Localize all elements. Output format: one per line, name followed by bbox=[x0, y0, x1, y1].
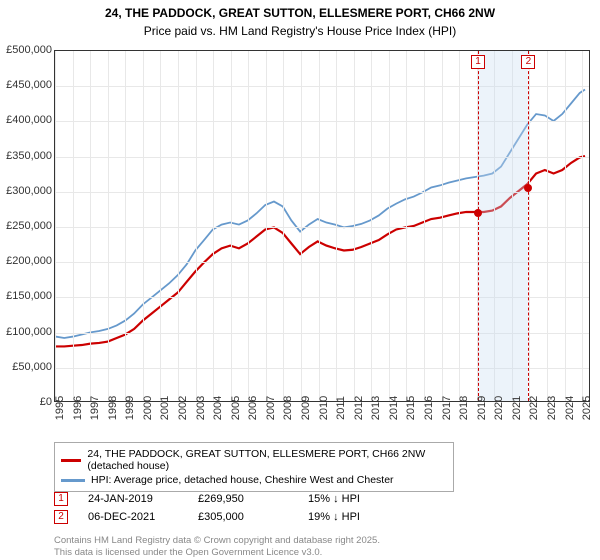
y-axis-label: £300,000 bbox=[6, 185, 52, 197]
data-row: 1 24-JAN-2019 £269,950 15% ↓ HPI bbox=[54, 490, 398, 508]
y-axis-label: £200,000 bbox=[6, 255, 52, 267]
footer-line2: This data is licensed under the Open Gov… bbox=[54, 547, 380, 558]
x-axis-label: 1998 bbox=[107, 393, 119, 423]
x-axis-label: 2020 bbox=[493, 393, 505, 423]
x-axis-label: 2021 bbox=[511, 393, 523, 423]
x-axis-label: 2004 bbox=[212, 393, 224, 423]
marker-2: 2 bbox=[521, 55, 535, 69]
data-date: 24-JAN-2019 bbox=[88, 493, 178, 505]
marker-dot-1 bbox=[474, 209, 482, 217]
chart-title-line2: Price paid vs. HM Land Registry's House … bbox=[0, 24, 600, 44]
y-axis-label: £250,000 bbox=[6, 220, 52, 232]
x-axis-label: 2000 bbox=[142, 393, 154, 423]
container: 24, THE PADDOCK, GREAT SUTTON, ELLESMERE… bbox=[0, 0, 600, 560]
x-axis-label: 2006 bbox=[247, 393, 259, 423]
y-axis-label: £100,000 bbox=[6, 326, 52, 338]
highlight-border bbox=[528, 51, 529, 401]
x-axis-label: 2001 bbox=[159, 393, 171, 423]
x-axis-label: 2005 bbox=[230, 393, 242, 423]
y-axis-label: £150,000 bbox=[6, 290, 52, 302]
x-axis-label: 2002 bbox=[177, 393, 189, 423]
footer: Contains HM Land Registry data © Crown c… bbox=[54, 535, 380, 558]
x-axis-label: 2017 bbox=[441, 393, 453, 423]
x-axis-label: 2019 bbox=[476, 393, 488, 423]
marker-dot-2 bbox=[524, 184, 532, 192]
legend-swatch bbox=[61, 459, 81, 462]
y-axis-label: £500,000 bbox=[6, 44, 52, 56]
legend-swatch bbox=[61, 479, 85, 482]
footer-line1: Contains HM Land Registry data © Crown c… bbox=[54, 535, 380, 546]
y-axis-label: £50,000 bbox=[6, 361, 52, 373]
chart-title-line1: 24, THE PADDOCK, GREAT SUTTON, ELLESMERE… bbox=[0, 0, 600, 24]
highlight-border bbox=[478, 51, 479, 401]
x-axis-label: 2016 bbox=[423, 393, 435, 423]
x-axis-label: 2003 bbox=[195, 393, 207, 423]
legend-box: 24, THE PADDOCK, GREAT SUTTON, ELLESMERE… bbox=[54, 442, 454, 492]
x-axis-label: 2011 bbox=[335, 393, 347, 423]
x-axis-label: 2023 bbox=[546, 393, 558, 423]
x-axis-label: 2010 bbox=[318, 393, 330, 423]
legend-text: HPI: Average price, detached house, Ches… bbox=[91, 474, 394, 486]
x-axis-label: 2025 bbox=[581, 393, 593, 423]
data-marker: 2 bbox=[54, 510, 68, 524]
data-price: £269,950 bbox=[198, 493, 288, 505]
data-delta: 19% ↓ HPI bbox=[308, 511, 398, 523]
x-axis-label: 1997 bbox=[89, 393, 101, 423]
y-axis-label: £400,000 bbox=[6, 114, 52, 126]
x-axis-label: 2007 bbox=[265, 393, 277, 423]
legend-item: HPI: Average price, detached house, Ches… bbox=[61, 473, 447, 487]
data-delta: 15% ↓ HPI bbox=[308, 493, 398, 505]
marker-1: 1 bbox=[471, 55, 485, 69]
x-axis-label: 1995 bbox=[54, 393, 66, 423]
data-marker: 1 bbox=[54, 492, 68, 506]
x-axis-label: 2015 bbox=[405, 393, 417, 423]
x-axis-label: 2012 bbox=[353, 393, 365, 423]
x-axis-label: 2014 bbox=[388, 393, 400, 423]
y-axis-label: £450,000 bbox=[6, 79, 52, 91]
x-axis-label: 2022 bbox=[528, 393, 540, 423]
data-price: £305,000 bbox=[198, 511, 288, 523]
x-axis-label: 2009 bbox=[300, 393, 312, 423]
x-axis-label: 1999 bbox=[124, 393, 136, 423]
y-axis-label: £0 bbox=[6, 396, 52, 408]
highlight-band bbox=[478, 51, 528, 401]
legend-item: 24, THE PADDOCK, GREAT SUTTON, ELLESMERE… bbox=[61, 447, 447, 473]
x-axis-label: 2024 bbox=[564, 393, 576, 423]
y-axis-label: £350,000 bbox=[6, 150, 52, 162]
legend-text: 24, THE PADDOCK, GREAT SUTTON, ELLESMERE… bbox=[87, 448, 447, 472]
x-axis-label: 2008 bbox=[282, 393, 294, 423]
data-row: 2 06-DEC-2021 £305,000 19% ↓ HPI bbox=[54, 508, 398, 526]
data-date: 06-DEC-2021 bbox=[88, 511, 178, 523]
x-axis-label: 2018 bbox=[458, 393, 470, 423]
x-axis-label: 2013 bbox=[370, 393, 382, 423]
x-axis-label: 1996 bbox=[72, 393, 84, 423]
data-table: 1 24-JAN-2019 £269,950 15% ↓ HPI 2 06-DEC-202… bbox=[54, 490, 398, 526]
chart-area: 12 bbox=[54, 50, 590, 402]
